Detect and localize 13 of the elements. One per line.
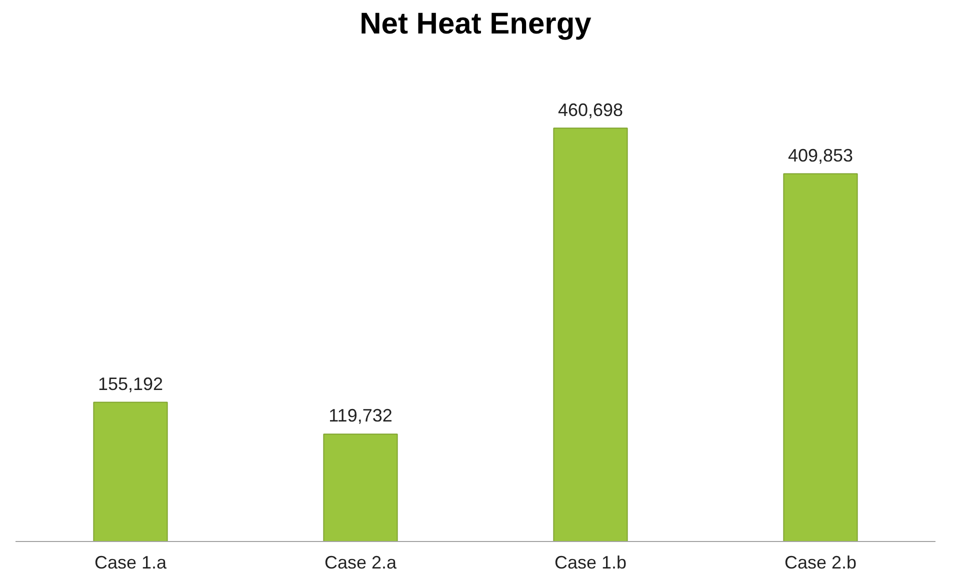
data-label: 119,732	[328, 406, 392, 426]
bar	[553, 128, 628, 542]
data-label: 460,698	[558, 100, 624, 120]
chart-title: Net Heat Energy	[360, 8, 592, 40]
x-tick-label: Case 2.b	[784, 552, 857, 572]
bar	[93, 402, 168, 542]
x-tick-label: Case 2.a	[324, 552, 398, 572]
data-label: 155,192	[98, 374, 164, 394]
x-tick-label: Case 1.b	[554, 552, 627, 572]
data-label: 409,853	[788, 145, 854, 166]
x-tick-label: Case 1.a	[94, 552, 168, 572]
bar	[783, 173, 858, 542]
bar	[323, 434, 398, 542]
